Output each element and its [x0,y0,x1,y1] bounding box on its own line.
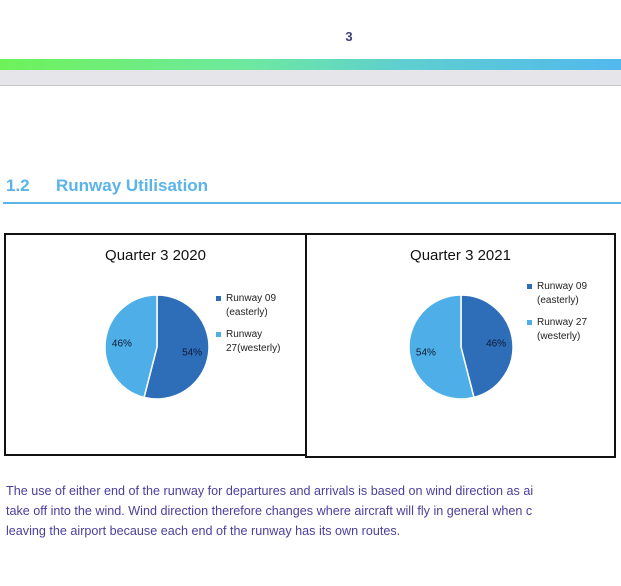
legend-item-runway27: Runway 27 (westerly) [527,316,612,344]
body-line: take off into the wind. Wind direction t… [6,504,533,518]
pie-slice-runway09 [143,294,210,400]
body-line: The use of either end of the runway for … [6,484,534,498]
chart-title: Quarter 3 2020 [105,247,206,264]
section-number: 1.2 [6,176,30,195]
pie-data-label: 54% [416,347,436,358]
chart-legend: Runway 09 (easterly) Runway 27 (westerly… [527,280,612,352]
chart-legend: Runway 09 (easterly) Runway 27(westerly) [216,292,301,364]
legend-swatch [527,284,532,289]
heading-underline [3,202,621,204]
legend-swatch [216,332,221,337]
body-line: leaving the airport because each end of … [6,524,401,538]
chart-q3-2020: Quarter 3 2020 54% 46% Runway 09 (easterl… [4,233,307,456]
legend-label: Runway 09 (easterly) [537,281,588,306]
pie-data-label: 46% [486,339,506,350]
legend-item-runway09: Runway 09 (easterly) [527,280,612,308]
legend-label: Runway 09 (easterly) [226,293,277,318]
page-number: 3 [345,29,353,44]
chart-q3-2021: Quarter 3 2021 46% 54% Runway 09 (easterl… [305,233,616,458]
pie-data-label: 46% [112,339,132,350]
chart-title: Quarter 3 2021 [410,247,511,264]
pie-svg: 46% 54% [408,294,514,400]
pie-slice-runway27 [104,294,158,399]
header-gradient-bar [0,59,621,70]
pie-slice-runway09 [460,294,514,399]
legend-label: Runway 27 (westerly) [537,317,588,342]
legend-swatch [216,296,221,301]
section-heading: 1.2 Runway Utilisation [6,176,208,196]
section-title: Runway Utilisation [56,176,209,195]
pie-slice-runway27 [408,294,475,400]
legend-label: Runway 27(westerly) [226,329,281,354]
legend-item-runway09: Runway 09 (easterly) [216,292,301,320]
legend-swatch [527,320,532,325]
pie-data-label: 54% [182,347,202,358]
header-gray-band [0,70,621,86]
body-paragraph: The use of either end of the runway for … [6,481,621,541]
legend-item-runway27: Runway 27(westerly) [216,328,301,356]
pie-svg: 54% 46% [104,294,210,400]
